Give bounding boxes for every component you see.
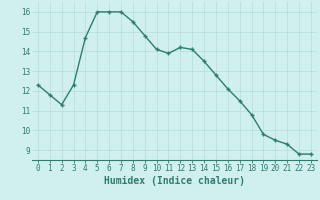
X-axis label: Humidex (Indice chaleur): Humidex (Indice chaleur): [104, 176, 245, 186]
